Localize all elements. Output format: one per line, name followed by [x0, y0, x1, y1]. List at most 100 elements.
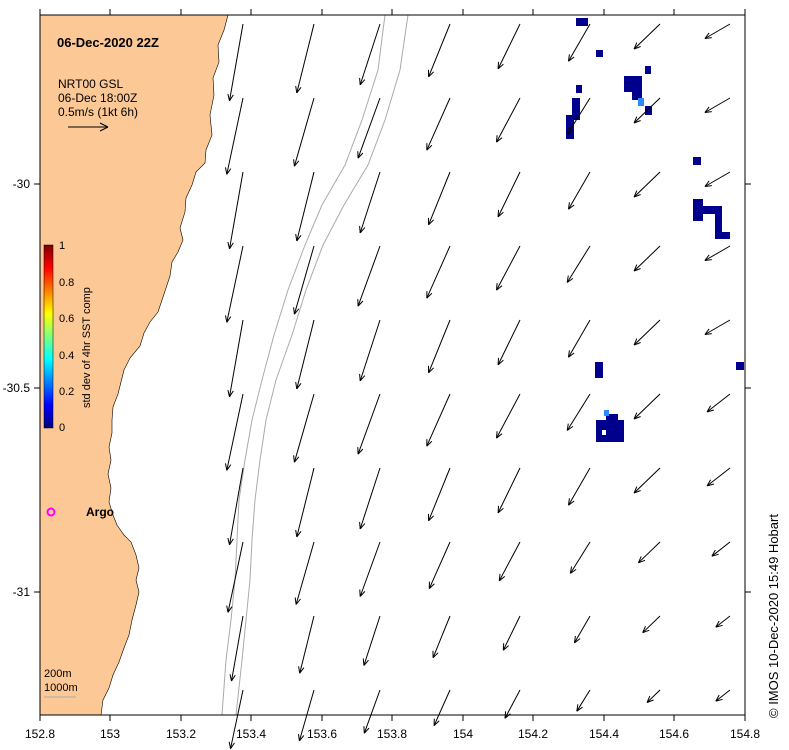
- current-vector-head: [357, 448, 364, 455]
- current-vector: [432, 615, 451, 658]
- current-vector: [633, 97, 661, 124]
- current-vector-head: [294, 308, 300, 315]
- current-vector: [359, 319, 381, 382]
- current-vector-head: [704, 254, 710, 261]
- current-vector-head: [229, 538, 234, 546]
- current-vector-head: [498, 576, 506, 582]
- current-vector: [359, 541, 381, 597]
- colorbar-tick: 0.4: [59, 350, 74, 362]
- current-vector: [497, 23, 521, 70]
- current-vector-head: [231, 674, 236, 682]
- current-vector-head: [633, 194, 641, 198]
- current-vector-head: [298, 666, 301, 674]
- current-vector-head: [568, 350, 570, 358]
- current-vector-head: [359, 225, 361, 233]
- lon-tick-label: 154.6: [659, 727, 689, 741]
- current-vector-head: [704, 111, 712, 113]
- current-vector-head: [299, 735, 305, 742]
- current-vector-head: [498, 573, 501, 581]
- current-vector-head: [496, 285, 503, 291]
- current-vector-head: [633, 486, 638, 494]
- current-vector-head: [229, 390, 234, 398]
- current-vector: [633, 467, 661, 494]
- current-vector-head: [568, 202, 570, 210]
- current-vector: [633, 319, 661, 346]
- lon-tick-label: 153.8: [377, 727, 407, 741]
- current-vector: [229, 23, 244, 101]
- current-vector: [231, 615, 244, 682]
- current-vector-head: [229, 674, 232, 682]
- colorbar: [43, 244, 54, 429]
- current-vector-head: [638, 559, 646, 564]
- current-vector-head: [633, 268, 641, 272]
- land-mass: [39, 14, 229, 716]
- current-vector-head: [227, 537, 230, 545]
- current-vector: [229, 171, 244, 249]
- colorbar-label: std dev of 4hr SST comp: [81, 287, 93, 408]
- colorbar-tick: 0.6: [59, 313, 74, 325]
- current-vector-head: [637, 556, 642, 564]
- current-vector-head: [496, 137, 503, 143]
- current-vector-head: [704, 32, 710, 39]
- current-vector: [706, 393, 731, 413]
- current-vector-head: [706, 405, 712, 413]
- current-vector: [426, 393, 451, 447]
- current-vector-head: [704, 106, 710, 113]
- current-vector-head: [229, 94, 234, 102]
- current-vector-head: [569, 566, 572, 574]
- current-vector-head: [428, 71, 434, 78]
- current-vector-head: [566, 127, 569, 135]
- current-vector-head: [566, 129, 574, 135]
- current-vector-head: [296, 530, 302, 538]
- current-vector-head: [428, 583, 435, 589]
- current-vector-head: [633, 42, 638, 50]
- colorbar-tick: 0: [59, 422, 65, 434]
- current-vector-head: [704, 259, 712, 261]
- current-vector-head: [299, 667, 305, 674]
- current-vector-head: [574, 638, 581, 644]
- depth-label-1000m: 1000m: [44, 682, 78, 694]
- current-vector-head: [295, 598, 301, 605]
- current-vector: [433, 689, 451, 726]
- current-vector: [642, 615, 661, 634]
- current-vector-head: [357, 152, 364, 159]
- current-vector-head: [226, 605, 229, 613]
- current-vector: [566, 245, 591, 283]
- current-vector: [704, 319, 731, 335]
- current-vector-head: [633, 120, 641, 124]
- current-vector-head: [428, 515, 434, 522]
- current-vector-head: [362, 658, 365, 666]
- sst-pixel-light: [602, 430, 606, 435]
- current-vector-head: [706, 479, 712, 487]
- lon-tick-label: 154: [453, 727, 473, 741]
- current-vector-head: [715, 624, 723, 628]
- colorbar-tick: 0.8: [59, 277, 74, 289]
- current-vector-head: [428, 219, 434, 226]
- current-vector-head: [497, 359, 504, 366]
- lon-tick-label: 153.4: [236, 727, 266, 741]
- lon-tick-label: 152.8: [25, 727, 55, 741]
- current-vector: [633, 393, 661, 420]
- current-vector: [715, 615, 731, 628]
- current-vector-head: [642, 629, 650, 634]
- current-vector: [496, 97, 521, 143]
- current-vector-head: [496, 283, 498, 291]
- current-vector-head: [226, 464, 232, 471]
- lon-tick-label: 153: [100, 727, 120, 741]
- current-vector-head: [359, 521, 361, 529]
- current-vector-head: [294, 597, 297, 605]
- current-vector: [229, 467, 244, 545]
- current-vector: [496, 393, 521, 439]
- current-vector: [359, 171, 381, 234]
- current-vector-head: [633, 116, 638, 124]
- current-vector-head: [230, 742, 235, 749]
- lon-tick-labels: 152.8 153 153.2 153.4 153.6 153.8 154 15…: [25, 727, 760, 741]
- current-vector-head: [496, 431, 498, 439]
- current-vector-head: [295, 381, 298, 389]
- current-vector-head: [642, 626, 646, 633]
- current-vector-head: [433, 720, 440, 726]
- current-vector-head: [359, 373, 361, 381]
- current-vector: [497, 467, 521, 514]
- depth-label-200m: 200m: [44, 668, 72, 680]
